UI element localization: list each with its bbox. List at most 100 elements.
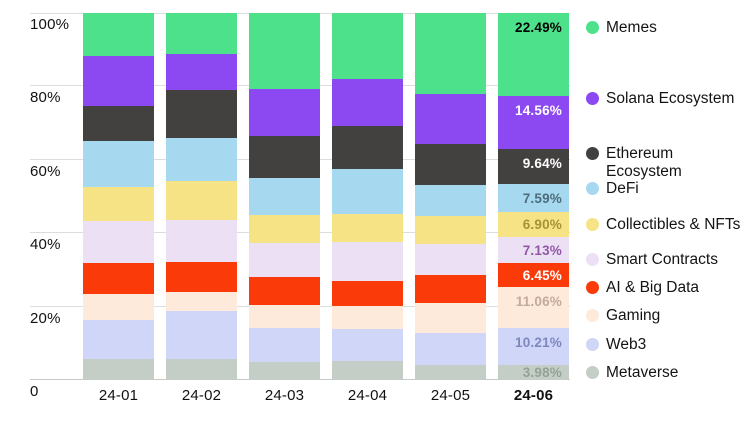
bar-segment-solana-ecosystem: 14.56% [498, 96, 569, 149]
segment-value-label-memes: 22.49% [515, 20, 562, 35]
legend-label: Metaverse [606, 364, 679, 381]
bar-segment-defi [83, 141, 154, 187]
segment-value-label-web3: 10.21% [515, 335, 562, 350]
legend-dot-ai-big-data [586, 281, 599, 294]
legend-label: DeFi [606, 180, 639, 197]
x-axis-label-24-02: 24-02 [181, 387, 222, 404]
bar-segment-ethereum-ecosystem [83, 106, 154, 141]
segment-value-label-ai-big-data: 6.45% [522, 267, 562, 283]
bar-segment-ai-big-data [415, 275, 486, 303]
bar-segment-ai-big-data [83, 263, 154, 294]
bar-segment-metaverse [415, 365, 486, 380]
bar-segment-memes [83, 13, 154, 56]
bar-segment-metaverse [166, 359, 237, 380]
legend: Memes Solana Ecosystem Ethereum Ecosystem D… [586, 0, 746, 436]
bar-segment-gaming [83, 294, 154, 320]
bar-segment-ethereum-ecosystem [249, 136, 320, 178]
bar-segment-ethereum-ecosystem [415, 144, 486, 185]
bar-segment-ai-big-data [166, 262, 237, 292]
bar-segment-web3 [415, 333, 486, 365]
bar-segment-collectibles-nfts [249, 215, 320, 243]
y-axis-tick-label: 40% [30, 236, 61, 253]
legend-dot-web3 [586, 338, 599, 351]
legend-item-metaverse: Metaverse [586, 364, 744, 382]
y-axis-tick-label: 20% [30, 310, 61, 327]
bar-segment-solana-ecosystem [83, 56, 154, 106]
bar-segment-defi: 7.59% [498, 184, 569, 212]
bar-segment-collectibles-nfts [415, 216, 486, 244]
legend-label: Gaming [606, 307, 661, 324]
legend-item-ai-big-data: AI & Big Data [586, 279, 744, 297]
legend-item-defi: DeFi [586, 180, 744, 198]
bar-segment-web3 [166, 311, 237, 359]
bar-24-06: 22.49% 14.56% 9.64% 7.59% 6.90% 7.13% 6.45% 11.… [498, 13, 569, 380]
bar-segment-metaverse: 3.98% [498, 365, 569, 380]
bar-segment-collectibles-nfts: 6.90% [498, 212, 569, 237]
segment-value-label-collectibles-nfts: 6.90% [522, 217, 562, 232]
bar-segment-smart-contracts [166, 220, 237, 262]
bar-segment-ai-big-data: 6.45% [498, 263, 569, 287]
legend-label: Solana Ecosystem [606, 90, 735, 107]
legend-item-collectibles-nfts: Collectibles & NFTs [586, 216, 744, 234]
bar-segment-collectibles-nfts [332, 214, 403, 242]
bar-segment-ethereum-ecosystem [332, 126, 403, 169]
bar-24-02 [166, 13, 237, 380]
x-axis-label-24-06: 24-06 [513, 387, 554, 404]
bar-24-03 [249, 13, 320, 380]
plot-area: 100% 80% 60% 40% 20% 0 22.49% 14.56% 9.64% 7.59% 6… [30, 13, 570, 400]
bar-segment-solana-ecosystem [166, 54, 237, 90]
bar-segment-gaming [166, 292, 237, 311]
bar-segment-smart-contracts [83, 221, 154, 263]
bar-segment-web3 [83, 320, 154, 359]
y-axis-tick-label: 0 [30, 383, 39, 400]
segment-value-label-gaming: 11.06% [515, 294, 562, 309]
segment-value-label-defi: 7.59% [522, 191, 562, 206]
bar-segment-memes [415, 13, 486, 94]
bar-segment-ai-big-data [249, 277, 320, 305]
bar-segment-collectibles-nfts [83, 187, 154, 221]
bar-segment-ethereum-ecosystem: 9.64% [498, 149, 569, 184]
legend-label: Ethereum Ecosystem [606, 145, 682, 180]
bar-segment-ethereum-ecosystem [166, 90, 237, 138]
legend-label: Smart Contracts [606, 251, 718, 268]
legend-dot-gaming [586, 309, 599, 322]
bar-segment-collectibles-nfts [166, 181, 237, 220]
segment-value-label-smart-contracts: 7.13% [522, 242, 562, 258]
bar-segment-memes [249, 13, 320, 89]
bar-segment-memes [332, 13, 403, 79]
bar-segment-solana-ecosystem [249, 89, 320, 136]
x-axis-label-24-04: 24-04 [347, 387, 388, 404]
legend-dot-smart-contracts [586, 253, 599, 266]
legend-dot-solana-ecosystem [586, 92, 599, 105]
bar-segment-gaming [249, 305, 320, 328]
legend-item-ethereum-ecosystem: Ethereum Ecosystem [586, 145, 744, 181]
legend-dot-ethereum-ecosystem [586, 147, 599, 160]
bar-segment-defi [166, 138, 237, 181]
legend-label: AI & Big Data [606, 279, 700, 296]
segment-value-label-solana-ecosystem: 14.56% [515, 103, 562, 118]
legend-item-gaming: Gaming [586, 307, 744, 325]
bar-segment-solana-ecosystem [415, 94, 486, 144]
bar-segment-smart-contracts: 7.13% [498, 237, 569, 263]
legend-dot-metaverse [586, 366, 599, 379]
y-axis-tick-label: 100% [30, 16, 70, 33]
bar-segment-web3 [249, 328, 320, 362]
legend-label: Web3 [606, 336, 647, 353]
legend-item-web3: Web3 [586, 336, 744, 354]
segment-value-label-metaverse: 3.98% [522, 365, 562, 380]
bar-segment-ai-big-data [332, 281, 403, 306]
bar-segment-metaverse [332, 361, 403, 380]
legend-item-smart-contracts: Smart Contracts [586, 251, 744, 269]
legend-item-memes: Memes [586, 19, 744, 37]
bar-segment-memes [166, 13, 237, 54]
bar-segment-gaming [415, 303, 486, 333]
bar-24-05 [415, 13, 486, 380]
legend-label: Memes [606, 19, 657, 36]
bar-segment-web3: 10.21% [498, 328, 569, 365]
legend-dot-defi [586, 182, 599, 195]
bar-segment-smart-contracts [249, 243, 320, 277]
bar-segment-metaverse [83, 359, 154, 380]
bar-segment-web3 [332, 329, 403, 361]
y-axis-tick-label: 60% [30, 163, 61, 180]
